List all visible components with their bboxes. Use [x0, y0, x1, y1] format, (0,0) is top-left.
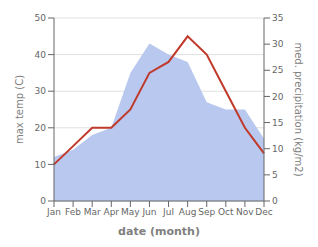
svg-text:25: 25 [272, 65, 283, 75]
svg-text:Jan: Jan [46, 207, 61, 217]
svg-text:Feb: Feb [65, 207, 81, 217]
svg-text:5: 5 [272, 170, 278, 180]
svg-text:med. precipitation (kg/m2): med. precipitation (kg/m2) [293, 42, 304, 176]
svg-text:Apr: Apr [103, 207, 119, 217]
svg-text:40: 40 [35, 50, 47, 60]
svg-text:Sep: Sep [198, 207, 215, 217]
svg-text:date (month): date (month) [118, 225, 200, 238]
svg-text:Dec: Dec [255, 207, 272, 217]
svg-text:15: 15 [272, 118, 283, 128]
svg-text:35: 35 [272, 13, 283, 23]
svg-text:Nov: Nov [236, 207, 254, 217]
svg-text:10: 10 [35, 160, 47, 170]
svg-text:50: 50 [35, 13, 47, 23]
svg-text:Aug: Aug [179, 207, 197, 217]
svg-text:max temp (C): max temp (C) [14, 75, 25, 144]
svg-text:Jul: Jul [162, 207, 174, 217]
svg-text:Jun: Jun [141, 207, 156, 217]
svg-text:10: 10 [272, 144, 284, 154]
svg-text:Oct: Oct [218, 207, 234, 217]
svg-text:30: 30 [272, 39, 284, 49]
svg-text:30: 30 [35, 86, 47, 96]
svg-text:20: 20 [35, 123, 47, 133]
svg-text:0: 0 [272, 196, 278, 206]
svg-text:Mar: Mar [84, 207, 101, 217]
svg-text:0: 0 [40, 196, 46, 206]
svg-text:May: May [121, 207, 140, 217]
svg-text:20: 20 [272, 92, 284, 102]
